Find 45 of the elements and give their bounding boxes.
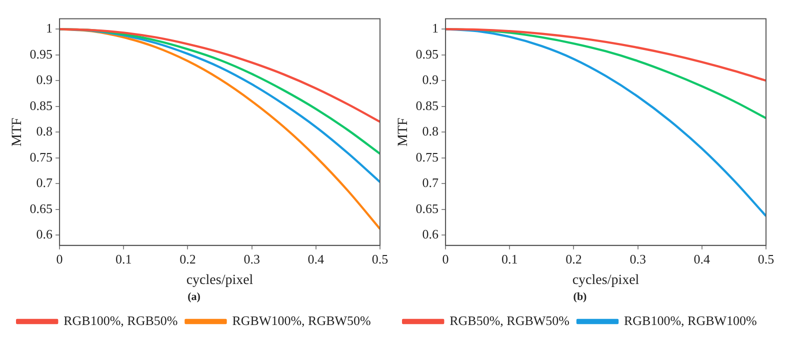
x-tick-label: 0	[56, 252, 63, 267]
x-tick-label: 0.1	[116, 252, 132, 267]
y-tick-label: 0.65	[30, 200, 53, 216]
x-tick-label: 0.5	[372, 252, 388, 267]
y-tick-label: 0.6	[422, 226, 440, 242]
y-tick-label: 0.6	[36, 226, 54, 242]
y-tick-label: 0.8	[422, 124, 439, 139]
x-tick-label: 0.2	[180, 252, 196, 267]
x-axis-title: cycles/pixel	[572, 273, 640, 288]
y-tick-label: 0.7	[36, 175, 54, 190]
y-tick-label: 0.7	[422, 175, 440, 190]
x-tick-label: 0.3	[244, 252, 260, 267]
line-series	[446, 28, 766, 82]
y-tick-label: 0.85	[30, 98, 53, 113]
line-series	[60, 28, 380, 230]
y-tick-label: 0.8	[36, 124, 53, 139]
y-tick-label: 0.9	[36, 72, 53, 88]
y-tick-label: 0.95	[30, 46, 53, 62]
x-tick-label: 0.2	[566, 252, 582, 267]
line-series	[60, 28, 380, 123]
line-series	[446, 28, 766, 218]
x-tick-label: 0.4	[694, 252, 711, 267]
y-tick-label: 0.75	[30, 149, 53, 164]
x-tick-label: 0.5	[758, 252, 774, 267]
y-tick-label: 1	[46, 20, 53, 36]
legend-label: RGB100%, RGB50%	[64, 312, 178, 328]
x-axis-title: cycles/pixel	[186, 273, 254, 288]
y-tick-label: 0.85	[416, 98, 439, 113]
y-tick-label: 0.75	[416, 149, 439, 164]
legend-label: RGB100%, RGBW100%	[624, 312, 758, 328]
x-tick-label: 0.4	[308, 252, 325, 267]
y-tick-label: 1	[432, 20, 439, 36]
legend-label: RGB50%, RGBW50%	[450, 312, 570, 328]
x-tick-label: 0.3	[630, 252, 646, 267]
y-axis-title: MTF	[10, 118, 26, 146]
y-axis-title: MTF	[396, 118, 412, 146]
text: (b)	[573, 291, 588, 304]
y-tick-label: 0.9	[422, 72, 439, 88]
text: (a)	[188, 291, 201, 304]
y-tick-label: 0.65	[416, 200, 439, 216]
x-tick-label: 0	[442, 252, 449, 267]
x-tick-label: 0.1	[502, 252, 518, 267]
legend-label: RGBW100%, RGBW50%	[232, 312, 372, 328]
line-series	[60, 28, 380, 184]
y-tick-label: 0.95	[416, 46, 439, 62]
